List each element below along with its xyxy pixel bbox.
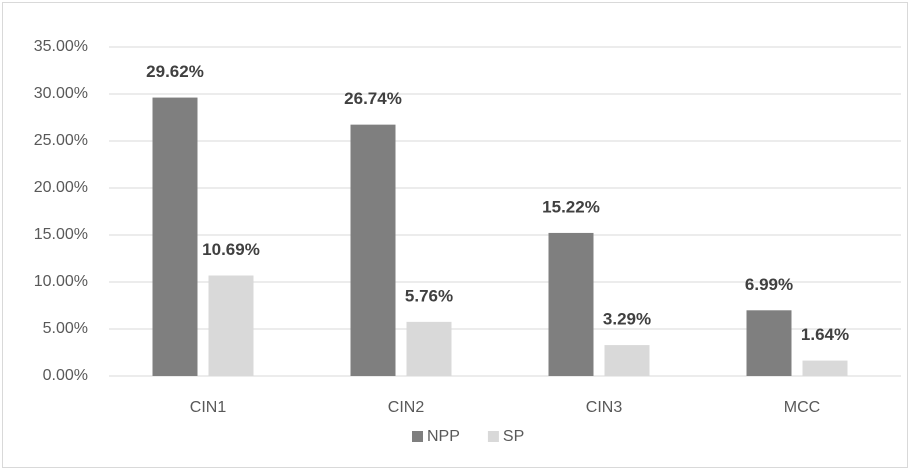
bar <box>604 345 650 376</box>
legend-swatch <box>412 431 423 442</box>
legend-label: NPP <box>427 428 460 445</box>
bar <box>350 124 396 376</box>
y-tick-label: 20.00% <box>34 179 88 196</box>
y-tick-label: 25.00% <box>34 132 88 149</box>
x-tick-label: CIN2 <box>388 399 425 416</box>
x-tick-label: MCC <box>784 399 820 416</box>
y-tick-label: 0.00% <box>43 367 88 384</box>
bar <box>152 97 198 377</box>
bar <box>746 310 792 376</box>
y-tick-label: 30.00% <box>34 85 88 102</box>
data-label: 10.69% <box>202 240 260 259</box>
bar <box>802 360 848 376</box>
legend-swatch <box>487 431 499 442</box>
data-label: 26.74% <box>344 89 402 108</box>
bar <box>208 275 254 376</box>
data-label: 29.62% <box>146 62 204 81</box>
bar <box>548 232 594 376</box>
legend-label: SP <box>503 428 524 445</box>
data-label: 3.29% <box>603 310 651 329</box>
data-label: 5.76% <box>405 286 453 305</box>
x-tick-label: CIN1 <box>190 399 227 416</box>
y-tick-label: 15.00% <box>34 226 88 243</box>
y-tick-label: 5.00% <box>43 320 88 337</box>
y-tick-label: 10.00% <box>34 273 88 290</box>
data-label: 1.64% <box>801 325 849 344</box>
x-tick-label: CIN3 <box>586 399 623 416</box>
data-label: 6.99% <box>745 275 793 294</box>
y-tick-label: 35.00% <box>34 38 88 55</box>
data-label: 15.22% <box>542 197 600 216</box>
bar <box>406 321 452 376</box>
